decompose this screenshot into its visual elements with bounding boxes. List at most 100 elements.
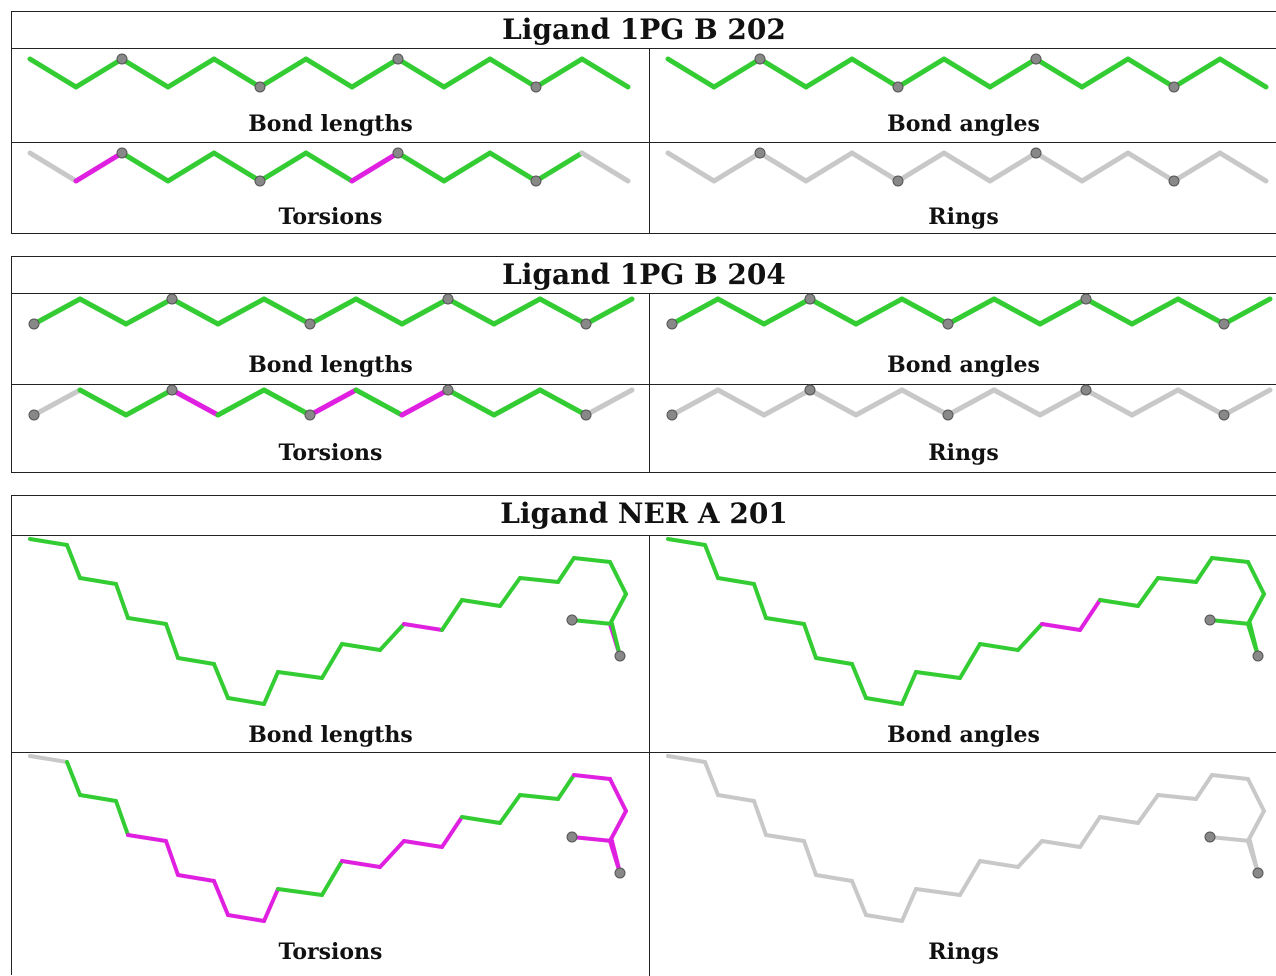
bond bbox=[715, 387, 767, 418]
molecule-diagram bbox=[28, 754, 628, 923]
bond bbox=[1208, 835, 1252, 843]
bond bbox=[570, 618, 614, 626]
bond bbox=[119, 56, 171, 90]
bond bbox=[757, 150, 809, 184]
bond bbox=[814, 873, 854, 883]
bond bbox=[518, 793, 560, 801]
atom bbox=[942, 409, 954, 421]
bond bbox=[257, 150, 309, 184]
atom bbox=[530, 81, 542, 93]
divider bbox=[12, 535, 1276, 536]
bond bbox=[1129, 296, 1181, 327]
atom bbox=[116, 53, 128, 65]
atom bbox=[1168, 81, 1180, 93]
bond bbox=[608, 777, 628, 813]
bond bbox=[899, 296, 951, 327]
atom bbox=[566, 831, 578, 843]
bond bbox=[77, 296, 129, 327]
bond bbox=[665, 150, 717, 184]
bond bbox=[978, 642, 1020, 652]
bond bbox=[78, 576, 118, 586]
bond bbox=[491, 296, 543, 327]
bond bbox=[669, 296, 721, 327]
bond bbox=[849, 150, 901, 184]
cell-rings: Rings bbox=[650, 143, 1276, 234]
bond bbox=[1079, 150, 1131, 184]
atom bbox=[804, 384, 816, 396]
bond bbox=[1125, 56, 1177, 90]
bond bbox=[1098, 598, 1140, 608]
bond bbox=[807, 296, 859, 327]
bond bbox=[212, 879, 230, 917]
bond bbox=[1246, 809, 1266, 843]
atom bbox=[304, 318, 316, 330]
bond bbox=[1246, 777, 1266, 813]
divider bbox=[649, 535, 650, 976]
bond bbox=[257, 56, 309, 90]
bond bbox=[1156, 576, 1198, 584]
panel-title: Ligand NER A 201 bbox=[500, 497, 788, 530]
bond bbox=[1136, 576, 1160, 608]
bond bbox=[533, 56, 585, 90]
atom bbox=[804, 293, 816, 305]
bond bbox=[864, 913, 904, 923]
cell-rings: Rings bbox=[650, 753, 1276, 966]
bond bbox=[987, 56, 1039, 90]
bond bbox=[711, 56, 763, 90]
bond bbox=[498, 793, 522, 825]
bond bbox=[378, 622, 406, 652]
bond bbox=[176, 656, 216, 666]
bond bbox=[378, 839, 406, 869]
bond bbox=[77, 387, 129, 418]
bond bbox=[164, 622, 180, 660]
bond bbox=[1217, 150, 1269, 184]
bond bbox=[1246, 592, 1266, 626]
bond bbox=[703, 543, 720, 580]
bond bbox=[899, 387, 951, 418]
bond bbox=[900, 670, 918, 706]
divider bbox=[12, 293, 1276, 294]
cell-torsions: Torsions bbox=[12, 753, 649, 966]
bond bbox=[803, 56, 855, 90]
bond bbox=[226, 696, 266, 706]
bond bbox=[1033, 56, 1085, 90]
bond bbox=[27, 56, 79, 90]
bond bbox=[320, 642, 344, 680]
panel-title: Ligand 1PG B 202 bbox=[502, 13, 786, 46]
atom bbox=[754, 147, 766, 159]
bond bbox=[262, 670, 280, 706]
atom bbox=[1218, 318, 1230, 330]
cell-bond-angles: Bond angles bbox=[650, 293, 1276, 384]
atom bbox=[754, 53, 766, 65]
atom bbox=[28, 409, 40, 421]
bond bbox=[114, 582, 130, 620]
bond bbox=[119, 150, 171, 184]
atom bbox=[1030, 147, 1042, 159]
bond bbox=[572, 556, 612, 564]
bond bbox=[460, 598, 502, 608]
bond bbox=[991, 296, 1043, 327]
bond bbox=[353, 296, 405, 327]
ligand-panel-1: Ligand 1PG B 202 Bond lengths Bond angle… bbox=[11, 11, 1276, 234]
bond bbox=[320, 859, 344, 897]
atom bbox=[1204, 831, 1216, 843]
bond bbox=[583, 296, 635, 327]
cell-bond-lengths: Bond lengths bbox=[12, 536, 649, 752]
ligand-panel-2: Ligand 1PG B 204 Bond lengths Bond angle… bbox=[11, 256, 1276, 473]
bond bbox=[761, 296, 813, 327]
bond bbox=[978, 859, 1020, 869]
bond bbox=[123, 387, 175, 418]
panel-title: Ligand 1PG B 204 bbox=[502, 258, 786, 291]
atom bbox=[892, 81, 904, 93]
bond bbox=[914, 887, 962, 897]
bond bbox=[340, 859, 382, 869]
bond bbox=[761, 387, 813, 418]
divider bbox=[12, 48, 1276, 49]
bond bbox=[1037, 387, 1089, 418]
atom bbox=[442, 293, 454, 305]
bond bbox=[802, 622, 818, 660]
bond bbox=[941, 56, 993, 90]
bond bbox=[895, 56, 947, 90]
cell-bond-lengths: Bond lengths bbox=[12, 49, 649, 142]
cell-caption: Torsions bbox=[278, 440, 383, 466]
